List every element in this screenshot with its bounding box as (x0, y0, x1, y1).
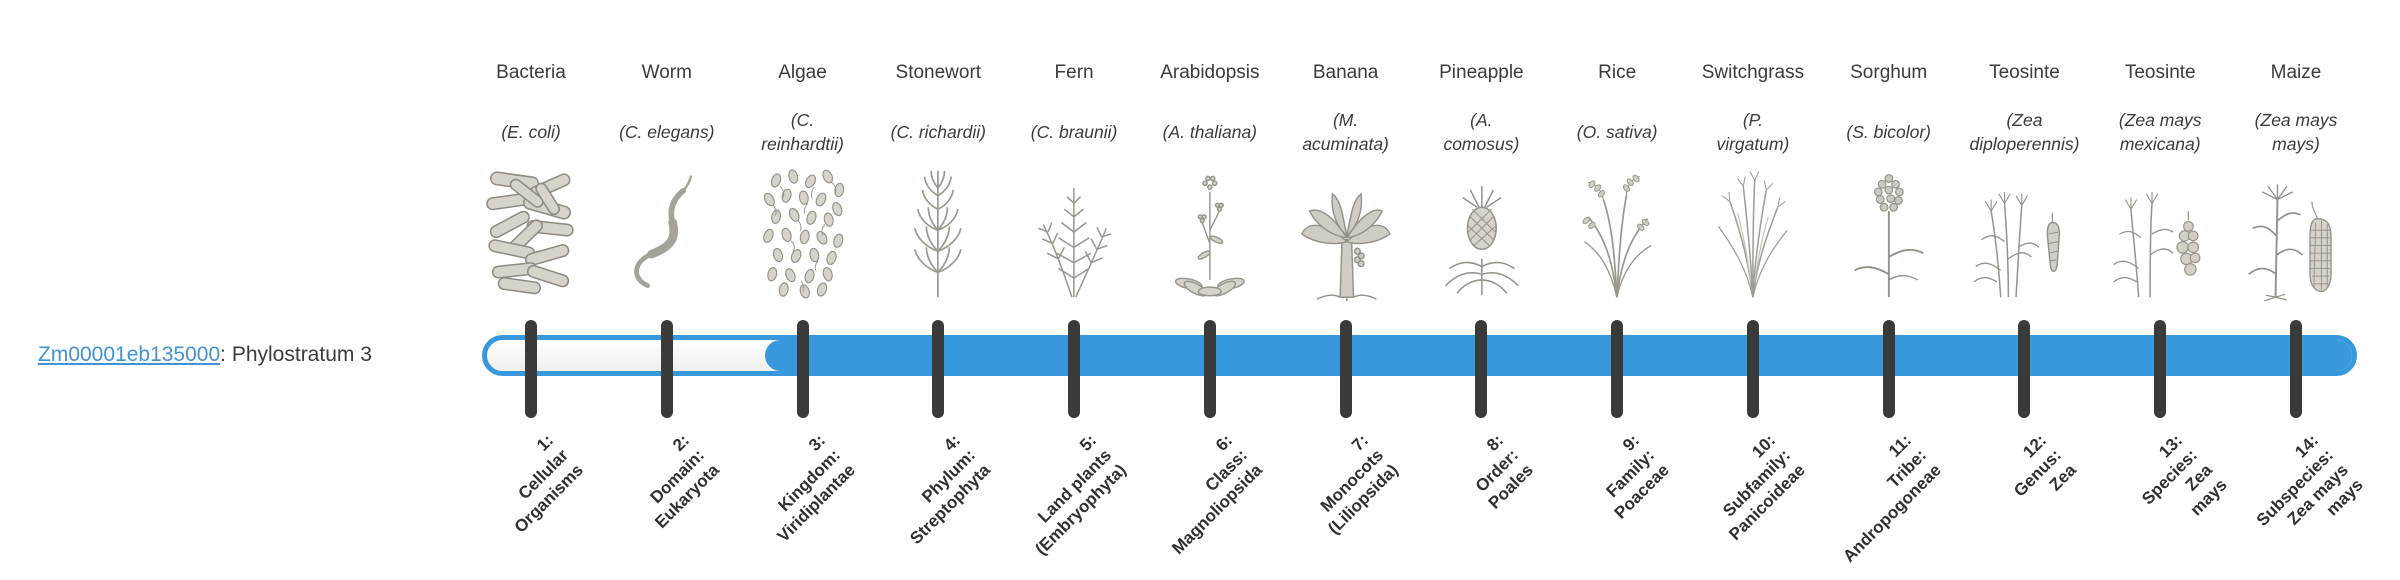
maize-icon (2241, 164, 2351, 304)
organism-common-name: Bacteria (496, 62, 566, 83)
rice-icon (1562, 164, 1672, 304)
pineapple-icon (1426, 164, 1536, 304)
organism-common-name: Stonewort (895, 62, 982, 83)
teosinte-diploperennis-icon (1969, 164, 2079, 304)
organism-species-name: (Zea diploperennis) (1969, 110, 2080, 154)
timeline-fill (765, 340, 2352, 371)
organism-common-name: Teosinte (1989, 62, 2060, 83)
organism-common-name: Pineapple (1439, 62, 1524, 83)
organism-common-name: Rice (1598, 62, 1637, 83)
bacteria-icon (476, 164, 586, 304)
phylostratum-tick-mark (1746, 320, 1759, 418)
organism-species-name: (C. reinhardtii) (761, 110, 844, 154)
stonewort-icon (883, 164, 993, 304)
organism-common-name: Banana (1312, 62, 1379, 83)
switchgrass-icon (1698, 164, 1808, 304)
organism-common-name: Sorghum (1850, 62, 1928, 83)
fern-icon (1019, 164, 1129, 304)
phylostratum-tick-mark (1339, 320, 1352, 418)
organism-species-name: (A. comosus) (1443, 110, 1520, 154)
phylostratum-tick-mark (1068, 320, 1081, 418)
phylostratum-tick-mark (2018, 320, 2031, 418)
organism-common-name: Algae (778, 62, 827, 83)
gene-link[interactable]: Zm00001eb135000 (38, 343, 221, 366)
organism-species-name: (S. bicolor) (1846, 122, 1931, 143)
phylostratum-tick-mark (932, 320, 945, 418)
organism-common-name: Worm (641, 62, 692, 83)
organism-species-name: (Zea mays mexicana) (2118, 110, 2202, 154)
organism-species-name: (E. coli) (501, 122, 561, 143)
organism-species-name: (P. virgatum) (1716, 110, 1790, 154)
organism-common-name: Fern (1054, 62, 1094, 83)
arabidopsis-icon (1155, 164, 1265, 304)
organism-common-name: Arabidopsis (1160, 62, 1260, 83)
phylostratum-tick-mark (1611, 320, 1624, 418)
organism-species-name: (M. acuminata) (1302, 110, 1389, 154)
phylostratum-tick-mark (2290, 320, 2302, 418)
organism-common-name: Switchgrass (1701, 62, 1805, 83)
phylostratum-tick-mark (1475, 320, 1488, 418)
phylostratum-tick-mark (525, 320, 537, 418)
organism-common-name: Maize (2270, 62, 2322, 83)
organism-species-name: (C. richardii) (890, 122, 986, 143)
banana-icon (1291, 164, 1401, 304)
algae-icon (748, 164, 858, 304)
phylostratum-tick-mark (660, 320, 673, 418)
organism-species-name: (C. braunii) (1030, 122, 1118, 143)
phylostratum-tick-mark (1882, 320, 1895, 418)
gene-label: Zm00001eb135000: Phylostratum 3 (38, 343, 372, 367)
gene-phylostratum-text: : Phylostratum 3 (220, 343, 372, 366)
phylostratum-tick-mark (2154, 320, 2167, 418)
sorghum-icon (1834, 164, 1944, 304)
worm-icon (612, 164, 722, 304)
organism-species-name: (A. thaliana) (1162, 122, 1258, 143)
phylostratum-tick-mark (1203, 320, 1216, 418)
teosinte-mexicana-icon (2105, 164, 2215, 304)
organism-species-name: (Zea mays mays) (2254, 110, 2338, 154)
organism-common-name: Teosinte (2124, 62, 2196, 83)
organism-species-name: (O. sativa) (1576, 122, 1658, 143)
phylostratum-tick-mark (796, 320, 809, 418)
organism-species-name: (C. elegans) (619, 122, 715, 143)
timeline-bar (482, 335, 2357, 376)
